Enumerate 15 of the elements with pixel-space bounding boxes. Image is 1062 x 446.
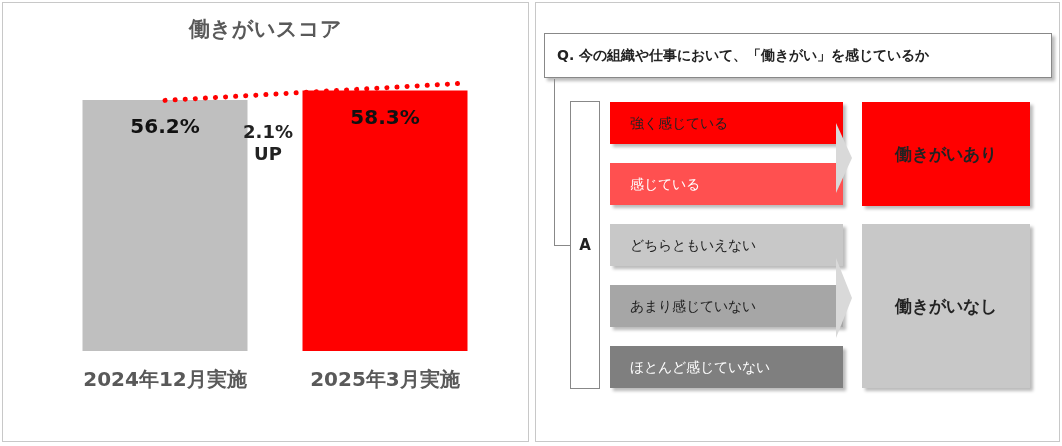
annotation: 2.1% UP — [242, 121, 294, 165]
text: どちらともいえない — [610, 224, 843, 266]
x-tick-label: 2024年12月実施 — [83, 367, 247, 392]
x-tick-label: 2025年3月実施 — [310, 367, 460, 392]
data-label: 58.3% — [350, 104, 420, 129]
text: Q. 今の組織や仕事において、「働きがい」を感じているか — [544, 33, 1052, 78]
text: 働きがいなし — [862, 224, 1030, 388]
data-label: 56.2% — [130, 114, 200, 139]
text: A — [570, 101, 600, 389]
text: 強く感じている — [610, 102, 843, 144]
text: 感じている — [610, 163, 843, 205]
chart-title: 働きがいスコア — [187, 16, 343, 43]
text: ほとんど感じていない — [610, 346, 843, 388]
text: 働きがいあり — [862, 102, 1030, 206]
text: あまり感じていない — [610, 285, 843, 327]
